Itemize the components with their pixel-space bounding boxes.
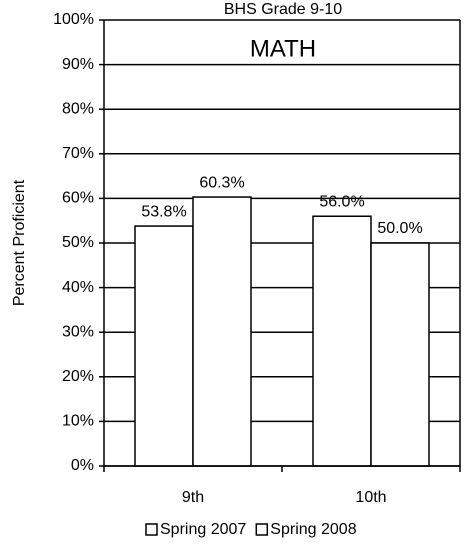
y-tick-label: 50% bbox=[62, 234, 94, 251]
y-tick-label: 100% bbox=[53, 11, 94, 28]
bar bbox=[312, 215, 372, 467]
y-tick-label: 70% bbox=[62, 145, 94, 162]
data-label: 53.8% bbox=[141, 203, 186, 220]
y-tick-label: 10% bbox=[62, 413, 94, 430]
data-label: 50.0% bbox=[377, 220, 422, 237]
y-tick-label: 90% bbox=[62, 56, 94, 73]
y-tick-label: 20% bbox=[62, 368, 94, 385]
y-tick-label: 40% bbox=[62, 279, 94, 296]
data-label: 60.3% bbox=[199, 174, 244, 191]
x-tick-label: 10th bbox=[355, 489, 386, 506]
y-tick-label: 80% bbox=[62, 100, 94, 117]
data-label: 56.0% bbox=[319, 193, 364, 210]
legend-swatch bbox=[255, 523, 269, 536]
x-tick-label: 9th bbox=[182, 489, 204, 506]
legend-label: Spring 2007 bbox=[160, 521, 246, 538]
chart-subtitle: MATH bbox=[250, 35, 316, 62]
chart-title: BHS Grade 9-10 bbox=[224, 1, 342, 18]
bar bbox=[370, 242, 430, 467]
legend-swatch bbox=[145, 523, 158, 536]
bar bbox=[192, 196, 252, 467]
y-tick-label: 30% bbox=[62, 323, 94, 340]
legend-label: Spring 2008 bbox=[270, 521, 356, 538]
y-tick-label: 0% bbox=[71, 457, 94, 474]
y-axis-label: Percent Proficient bbox=[11, 179, 28, 306]
y-tick-label: 60% bbox=[62, 190, 94, 207]
bar bbox=[134, 225, 194, 467]
